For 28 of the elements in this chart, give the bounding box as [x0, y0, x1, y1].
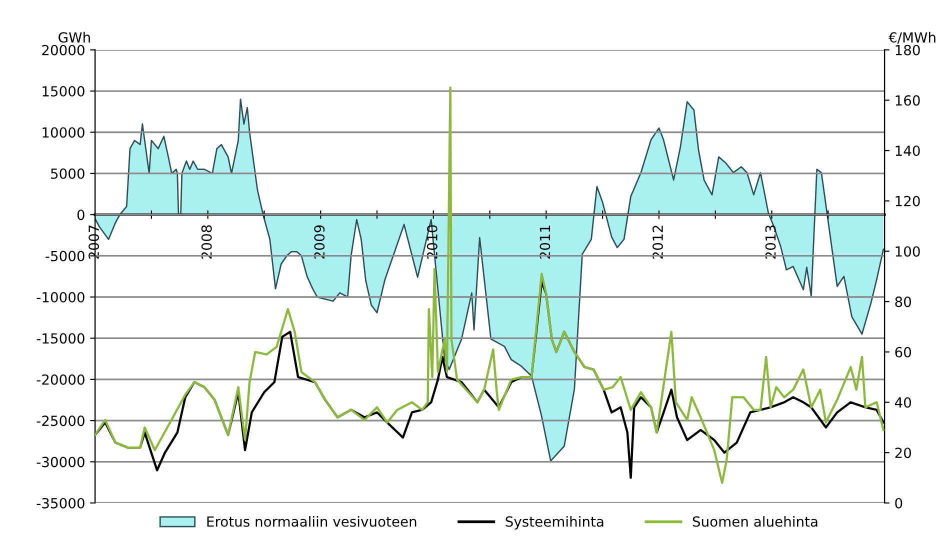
y-tick-label: -30000	[36, 456, 84, 468]
x-tick-label: 2008	[201, 225, 212, 259]
y-tick-label: 5000	[51, 168, 84, 179]
y-tick-label: -25000	[36, 416, 84, 426]
y-tick-label: -5000	[46, 250, 84, 262]
y-tick-label: -10000	[36, 292, 84, 302]
y2-tick-label: 100	[896, 246, 920, 257]
y-tick-label: 10000	[42, 127, 84, 138]
legend-label: Suomen aluehinta	[692, 516, 818, 527]
y2-tick-label: 40	[894, 397, 912, 408]
y-tick-label: -20000	[36, 374, 84, 385]
y-tick-label: 0	[77, 210, 84, 220]
y2-tick-label: 20	[895, 448, 912, 458]
legend-label: Systeemihinta	[506, 516, 604, 530]
y2-tick-label: 140	[896, 146, 920, 156]
y2-tick-label: 60	[895, 346, 912, 358]
y-tick-label: -35000	[36, 498, 84, 508]
y2-tick-label: 0	[895, 498, 902, 508]
y2-tick-label: 160	[896, 95, 920, 106]
y2-tick-label: 120	[896, 196, 920, 206]
legend-label: Erotus normaaliin vesivuoteen	[207, 516, 416, 527]
y-tick-label: -15000	[36, 333, 84, 344]
y-axis-title: GWh	[58, 32, 90, 43]
y2-axis-title: €/MWh	[888, 32, 936, 44]
y2-tick-label: 180	[896, 44, 920, 56]
y2-tick-label: 80	[895, 296, 912, 308]
y-tick-label: 15000	[42, 86, 84, 97]
y-tick-label: 20000	[42, 44, 84, 56]
